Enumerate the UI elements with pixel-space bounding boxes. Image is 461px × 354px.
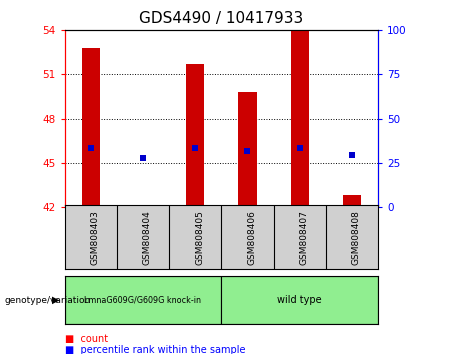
Text: GSM808408: GSM808408 bbox=[352, 210, 361, 265]
Text: ■  count: ■ count bbox=[65, 334, 108, 344]
Bar bbox=[238, 92, 256, 207]
Bar bbox=[65, 276, 221, 324]
Text: GSM808406: GSM808406 bbox=[248, 210, 256, 265]
Text: ▶: ▶ bbox=[52, 295, 59, 305]
Text: genotype/variation: genotype/variation bbox=[5, 296, 91, 304]
Text: GSM808403: GSM808403 bbox=[91, 210, 100, 265]
Bar bbox=[290, 30, 309, 207]
Title: GDS4490 / 10417933: GDS4490 / 10417933 bbox=[139, 11, 303, 26]
Bar bbox=[221, 276, 378, 324]
Text: GSM808404: GSM808404 bbox=[143, 210, 152, 264]
Text: LmnaG609G/G609G knock-in: LmnaG609G/G609G knock-in bbox=[84, 296, 201, 304]
Bar bbox=[82, 48, 100, 207]
Bar bbox=[343, 195, 361, 207]
Bar bbox=[186, 64, 204, 207]
Bar bbox=[134, 205, 152, 207]
Text: wild type: wild type bbox=[278, 295, 322, 305]
Text: GSM808407: GSM808407 bbox=[300, 210, 309, 265]
Text: ■  percentile rank within the sample: ■ percentile rank within the sample bbox=[65, 345, 245, 354]
Text: GSM808405: GSM808405 bbox=[195, 210, 204, 265]
